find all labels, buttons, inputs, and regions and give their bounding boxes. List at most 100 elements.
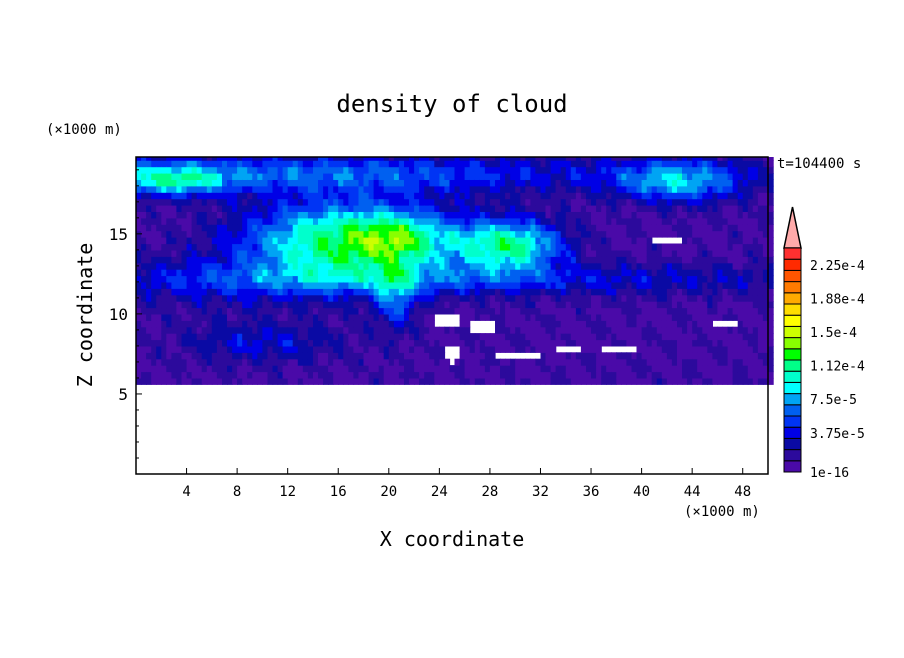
contour-cell [575,281,582,289]
contour-cell [545,371,552,379]
contour-cell [429,352,435,360]
contour-cell [444,243,451,251]
contour-cell [414,275,420,283]
contour-cell [596,224,602,232]
contour-cell [252,326,258,334]
contour-cell [530,192,537,200]
contour-cell [176,365,183,373]
contour-cell [161,339,167,347]
contour-cell [586,313,592,321]
contour-cell [307,157,314,161]
contour-cell [181,160,188,168]
contour-cell [216,339,223,347]
contour-cell [717,205,724,212]
contour-cell [717,269,724,277]
contour-cell [429,192,435,200]
contour-cell [156,262,162,270]
contour-cell [222,333,228,341]
contour-cell [318,160,324,168]
contour-cell [737,205,744,212]
contour-cell [196,301,203,309]
contour-cell [747,307,754,315]
contour-cell [656,371,663,379]
contour-cell [692,288,698,296]
contour-cell [500,313,506,321]
contour-cell [697,301,703,309]
contour-cell [515,288,521,296]
contour-cell [232,371,238,379]
contour-cell [343,179,349,187]
contour-cell [520,294,526,302]
contour-cell [353,339,360,347]
contour-cell [626,205,633,212]
contour-cell [328,224,334,232]
contour-cell [697,275,703,283]
contour-cell [196,275,203,283]
contour-cell [717,192,724,200]
contour-cell [601,326,607,334]
colorbar-bin [783,348,802,361]
contour-cell [247,249,253,257]
contour-cell [661,230,668,238]
contour-cell [768,275,774,283]
contour-cell [419,365,425,373]
contour-cell [495,320,501,328]
contour-cell [267,269,274,277]
contour-cell [515,301,521,309]
contour-cell [762,288,769,296]
contour-cell [404,179,410,187]
contour-cell [151,157,157,161]
contour-cell [697,166,703,174]
contour-cell [479,243,486,251]
contour-cell [434,179,440,187]
contour-cell [156,320,162,328]
contour-cell [166,198,172,206]
contour-cell [161,269,167,277]
contour-cell [368,333,375,341]
contour-cell [247,320,253,328]
contour-cell [338,320,344,328]
plot-frame [135,156,769,475]
contour-cell [343,217,349,225]
contour-cell [768,269,774,277]
contour-cell [368,217,375,225]
contour-cell [424,237,430,245]
contour-cell [449,339,456,347]
contour-cell [388,205,395,212]
contour-cell [454,173,461,180]
contour-cell [611,288,617,296]
contour-cell [307,166,314,174]
contour-cell [363,339,370,347]
contour-cell [601,205,607,212]
contour-cell [328,275,334,283]
contour-cell [697,288,703,296]
contour-cell [287,237,294,245]
contour-cell [156,237,162,245]
contour-cell [267,275,274,283]
contour-cell [500,294,506,302]
contour-cell [227,365,233,373]
contour-cell [419,371,425,379]
contour-cell [181,217,188,225]
contour-cell [540,185,547,193]
contour-cell [398,339,405,347]
contour-cell [414,224,420,232]
contour-cell [176,352,183,360]
contour-cell [484,166,491,174]
contour-cell [495,262,501,270]
contour-cell [414,313,420,321]
contour-cell [752,377,759,385]
contour-cell [565,160,572,168]
contour-cell [161,377,167,385]
contour-cell [328,256,334,264]
contour-cell [196,326,203,334]
contour-cell [277,358,284,366]
contour-cell [398,192,405,200]
contour-cell [677,269,683,277]
contour-cell [555,198,562,206]
contour-cell [277,224,284,232]
contour-cell [277,269,284,277]
contour-cell [201,198,208,206]
contour-cell [292,157,299,161]
contour-cell [535,256,542,264]
